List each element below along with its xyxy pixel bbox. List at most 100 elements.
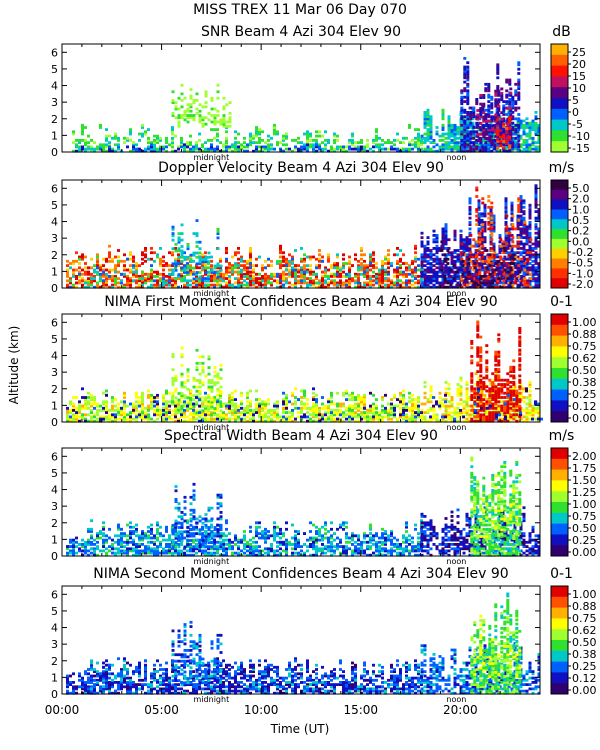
data-cell xyxy=(497,135,501,138)
data-cell xyxy=(336,145,339,149)
data-cell xyxy=(321,134,324,138)
colorbar-tick-label: 15 xyxy=(572,70,586,83)
data-cell xyxy=(496,285,500,289)
data-cell xyxy=(508,247,512,250)
data-cell xyxy=(210,96,214,100)
data-cell xyxy=(472,111,476,114)
data-cell xyxy=(475,195,479,198)
data-cell xyxy=(510,249,514,252)
data-cell xyxy=(460,285,464,289)
data-cell xyxy=(327,406,330,410)
data-cell xyxy=(469,259,473,263)
data-cell xyxy=(484,147,488,151)
data-cell xyxy=(429,126,433,129)
data-cell xyxy=(102,415,105,419)
data-cell xyxy=(174,281,177,285)
data-cell xyxy=(440,264,444,267)
data-cell xyxy=(141,409,144,412)
data-cell xyxy=(468,249,472,252)
data-cell xyxy=(174,266,177,270)
data-cell xyxy=(528,210,532,213)
data-cell xyxy=(507,238,511,242)
data-cell xyxy=(519,229,523,233)
data-cell xyxy=(500,270,504,274)
data-cell xyxy=(399,266,402,270)
data-cell xyxy=(503,249,507,252)
data-cell xyxy=(93,413,96,417)
data-cell xyxy=(478,238,482,242)
data-cell xyxy=(192,406,195,410)
data-cell xyxy=(420,143,423,147)
data-cell xyxy=(420,141,424,144)
data-cell xyxy=(529,277,533,280)
data-cell xyxy=(153,285,156,289)
data-cell xyxy=(463,89,467,93)
data-cell xyxy=(165,406,168,410)
data-cell xyxy=(108,141,111,144)
data-cell xyxy=(426,277,430,280)
data-cell xyxy=(327,253,330,257)
data-cell xyxy=(509,255,513,259)
data-cell xyxy=(441,247,445,250)
data-cell xyxy=(123,259,126,263)
data-cell xyxy=(496,129,500,132)
data-cell xyxy=(481,251,485,255)
data-cell xyxy=(318,285,321,289)
data-cell xyxy=(517,244,521,248)
data-cell xyxy=(237,277,240,280)
data-cell xyxy=(496,65,500,69)
data-cell xyxy=(216,271,220,274)
data-cell xyxy=(387,259,390,263)
data-cell xyxy=(213,271,217,274)
data-cell xyxy=(508,104,512,108)
data-cell xyxy=(186,268,189,272)
data-cell xyxy=(228,118,232,122)
data-cell xyxy=(273,128,276,131)
data-cell xyxy=(87,402,90,406)
data-cell xyxy=(315,257,318,261)
data-cell xyxy=(514,102,518,106)
data-cell xyxy=(375,272,378,276)
data-cell xyxy=(471,253,475,257)
data-cell xyxy=(525,229,529,233)
data-cell xyxy=(111,406,114,410)
data-cell xyxy=(528,123,532,127)
data-cell xyxy=(342,393,345,397)
data-cell xyxy=(465,270,469,274)
data-cell xyxy=(475,188,479,192)
data-cell xyxy=(129,149,132,153)
data-cell xyxy=(216,283,219,287)
data-cell xyxy=(204,266,208,270)
data-cell xyxy=(459,128,463,131)
data-cell xyxy=(510,139,514,142)
colorbar-unit: dB xyxy=(552,24,571,40)
data-cell xyxy=(494,262,498,265)
data-cell xyxy=(351,279,354,283)
data-cell xyxy=(487,132,491,136)
data-cell xyxy=(174,406,177,410)
data-cell xyxy=(228,402,231,406)
data-cell xyxy=(138,132,141,136)
data-cell xyxy=(537,216,541,220)
data-cell xyxy=(282,279,285,283)
data-cell xyxy=(498,240,502,244)
data-cell xyxy=(363,270,366,274)
data-cell xyxy=(381,147,384,151)
data-cell xyxy=(470,279,474,283)
data-cell xyxy=(72,259,75,263)
data-cell xyxy=(475,223,479,226)
data-cell xyxy=(453,236,457,239)
data-cell xyxy=(429,117,433,121)
data-cell xyxy=(463,74,467,77)
data-cell xyxy=(258,139,261,142)
data-cell xyxy=(87,145,90,149)
data-cell xyxy=(93,285,96,289)
data-cell xyxy=(207,112,211,115)
data-cell xyxy=(511,270,515,274)
data-cell xyxy=(466,74,470,77)
data-cell xyxy=(273,126,276,129)
data-cell xyxy=(450,279,454,283)
data-cell xyxy=(279,259,282,263)
data-cell xyxy=(450,147,454,151)
data-cell xyxy=(267,279,270,283)
